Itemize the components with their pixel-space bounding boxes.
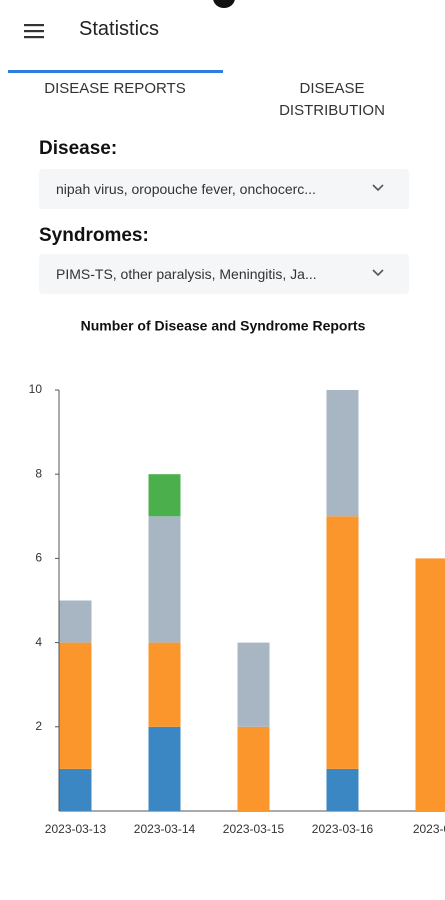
bar-segment (237, 642, 270, 727)
bar-segment (59, 768, 92, 811)
bar-segment (326, 516, 359, 769)
y-tick-label: 4 (35, 635, 42, 649)
bar-segment (59, 600, 92, 643)
bar-segment (148, 642, 181, 727)
bar-segment (326, 390, 359, 517)
x-tick-label: 2023-0 (413, 822, 445, 836)
dropdown-value: PIMS-TS, other paralysis, Meningitis, Ja… (56, 266, 317, 282)
bar-segment (326, 768, 359, 811)
chevron (372, 184, 384, 192)
filter-label: Syndromes: (39, 225, 149, 246)
camera-notch (213, 0, 235, 8)
dropdown-value: nipah virus, oropouche fever, onchocerc.… (56, 181, 316, 197)
y-tick-label: 8 (35, 466, 42, 480)
dropdown[interactable]: nipah virus, oropouche fever, onchocerc.… (39, 169, 409, 209)
bar-segment (148, 516, 181, 643)
chart-title: Number of Disease and Syndrome Reports (81, 318, 366, 334)
x-tick-label: 2023-03-15 (223, 822, 285, 836)
tab[interactable]: DISEASE DISTRIBUTION (279, 80, 385, 119)
bar-segment (415, 558, 445, 811)
bar-segment (148, 726, 181, 811)
x-tick-label: 2023-03-14 (134, 822, 196, 836)
bar-segment (148, 474, 181, 517)
menu-button[interactable] (24, 23, 46, 39)
bar-segment (237, 726, 270, 811)
y-tick-label: 2 (35, 719, 42, 733)
dropdown[interactable]: PIMS-TS, other paralysis, Meningitis, Ja… (39, 254, 409, 294)
y-tick-label: 6 (35, 551, 42, 565)
chevron (372, 269, 384, 277)
y-tick-label: 10 (29, 382, 43, 396)
page-title: Statistics (79, 18, 160, 40)
filter-label: Disease: (39, 138, 118, 159)
tab[interactable]: DISEASE REPORTS (44, 80, 186, 97)
bar-segment (59, 642, 92, 769)
x-tick-label: 2023-03-16 (312, 822, 374, 836)
tab-indicator (8, 70, 223, 73)
x-tick-label: 2023-03-13 (45, 822, 107, 836)
